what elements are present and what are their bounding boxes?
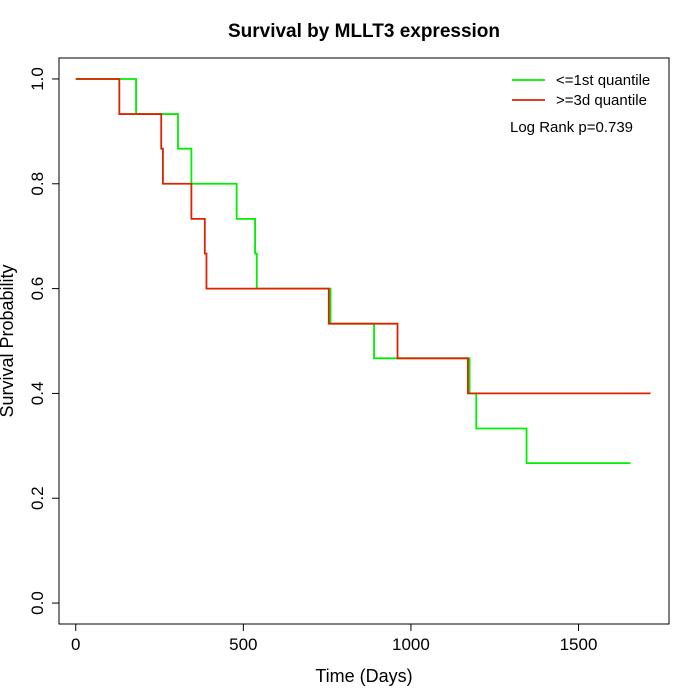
y-tick-label: 0.2 (28, 486, 47, 510)
legend-label-1: >=3d quantile (556, 92, 647, 109)
x-tick-label: 1500 (560, 635, 598, 654)
y-tick-label: 0.8 (28, 172, 47, 196)
legend: <=1st quantile >=3d quantile (512, 72, 650, 109)
series-layer (75, 78, 651, 465)
series-line-0 (75, 78, 631, 465)
legend-label-0: <=1st quantile (556, 72, 650, 89)
plot-frame (58, 57, 670, 625)
y-axis-label: Survival Probability (0, 264, 17, 417)
chart-title: Survival by MLLT3 expression (228, 21, 500, 42)
y-tick-label: 1.0 (28, 67, 47, 91)
log-rank-annotation: Log Rank p=0.739 (510, 119, 633, 136)
x-tick-label: 1000 (392, 635, 430, 654)
x-tick-label: 500 (229, 635, 257, 654)
series-line-1 (75, 78, 651, 395)
y-tick-label: 0.4 (28, 382, 47, 406)
y-tick-label: 0.0 (28, 591, 47, 615)
y-tick-label: 0.6 (28, 277, 47, 301)
x-axis: 0 500 1000 1500 (71, 624, 597, 654)
y-axis: 0.0 0.2 0.4 0.6 0.8 1.0 (28, 67, 59, 615)
x-axis-label: Time (Days) (315, 666, 412, 686)
x-tick-label: 0 (71, 635, 80, 654)
